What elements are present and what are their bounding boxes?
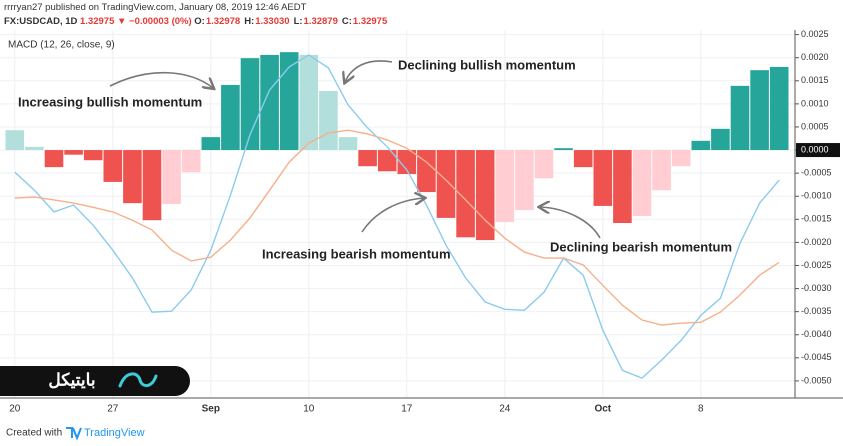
y-tick-label: -0.0030 [801, 283, 832, 293]
x-tick-label: 24 [499, 404, 511, 415]
bar [123, 150, 142, 204]
bar [769, 66, 789, 151]
bar [44, 150, 64, 168]
arrow [361, 198, 424, 233]
y-tick-label: 0.0010 [801, 98, 829, 108]
logo-icon [118, 372, 158, 388]
bar [103, 150, 123, 182]
logo-text: بایتیکل [48, 370, 95, 389]
x-tick-label: 8 [698, 404, 704, 415]
bar [632, 150, 652, 217]
bar [417, 150, 436, 193]
logo: بایتیکل [0, 366, 190, 396]
bar [25, 146, 44, 151]
bar [5, 130, 25, 151]
y-tick-label: -0.0035 [801, 306, 832, 316]
bar [221, 84, 240, 151]
annotation: Declining bullish momentum [398, 57, 576, 72]
price: 1.32975 [80, 16, 115, 27]
bar [475, 150, 495, 241]
arrow [109, 71, 213, 88]
ohlc-value: 1.32978 [205, 16, 241, 27]
bar [652, 150, 671, 191]
bar [162, 150, 181, 205]
ohlc-label: C: [341, 16, 352, 27]
bar [377, 150, 397, 172]
ohlc-label: L: [293, 16, 303, 27]
x-tick-label: Sep [202, 404, 220, 415]
x-tick-label: Oct [594, 404, 611, 415]
ohlc-value: 1.33030 [255, 16, 290, 27]
logo-badge [0, 366, 190, 396]
bar [750, 70, 769, 151]
x-tick-label: 10 [303, 404, 315, 415]
y-tick-label: 0.0015 [801, 75, 829, 85]
bar [397, 150, 417, 175]
bar [201, 137, 221, 151]
bar [671, 150, 691, 167]
line [14, 129, 780, 326]
indicator-title: MACD (12, 26, close, 9) [8, 40, 115, 51]
y-tick-label: -0.0015 [801, 214, 832, 224]
bar [83, 150, 103, 161]
y-tick-label: -0.0045 [801, 352, 832, 362]
bar [299, 54, 319, 151]
y-tick-label: -0.0025 [801, 260, 832, 270]
bar [338, 137, 358, 151]
ohlc-value: 1.32879 [303, 16, 338, 27]
ohlc-label: O: [194, 16, 205, 27]
bar [730, 85, 750, 151]
annotation: Increasing bearish momentum [262, 246, 451, 261]
brand-icon [66, 427, 82, 441]
bar [691, 140, 711, 151]
bar [64, 150, 83, 155]
arrow [345, 60, 393, 82]
y-tick-label: -0.0005 [801, 168, 832, 178]
change: ▼ −0.00003 (0%) [117, 16, 192, 27]
bar [142, 150, 162, 221]
footer-brand: TradingView [84, 427, 145, 439]
x-tick-label: 27 [107, 404, 119, 415]
bar [711, 128, 730, 151]
y-tick-label: 0.0005 [801, 121, 829, 131]
y-tick-label: 0.0020 [801, 52, 829, 62]
bar [358, 150, 377, 167]
ohlc-label: H: [244, 16, 255, 27]
bar [534, 150, 554, 179]
bar [436, 150, 456, 218]
bar [573, 150, 593, 168]
ohlc: O:1.32978 H:1.33030 L:1.32879 C:1.32975 [194, 16, 391, 27]
bar [495, 150, 515, 223]
x-tick-label: 17 [401, 404, 413, 415]
bar [554, 148, 573, 151]
x-tick-label: 20 [9, 404, 21, 415]
bar [279, 52, 299, 151]
annotation: Declining bearish momentum [550, 239, 732, 254]
publisher: rrrryan27 published on TradingView.com, … [4, 2, 307, 13]
bar [240, 58, 260, 151]
y-tick-label: -0.0010 [801, 191, 832, 201]
bar [613, 150, 632, 224]
symbol: FX:USDCAD, 1D [4, 16, 78, 27]
arrow [540, 207, 601, 239]
y-tick-label: -0.0040 [801, 329, 832, 339]
y-tick-label: 0.0025 [801, 29, 829, 39]
bar [181, 150, 201, 173]
line [14, 54, 780, 379]
annotation: Increasing bullish momentum [18, 94, 202, 109]
y-tick-label: 0.0000 [801, 144, 829, 154]
symbol-line: FX:USDCAD, 1D 1.32975 ▼ −0.00003 (0%) O:… [4, 16, 391, 27]
bar [260, 54, 279, 151]
bar [319, 90, 338, 151]
footer-text: Created with [6, 428, 62, 439]
bar [515, 150, 534, 211]
y-tick-label: -0.0020 [801, 237, 832, 247]
current-value-box [796, 143, 840, 158]
ohlc-value: 1.32975 [352, 16, 388, 27]
bar [593, 150, 613, 206]
bar [456, 150, 475, 238]
y-tick-label: -0.0050 [801, 375, 832, 385]
